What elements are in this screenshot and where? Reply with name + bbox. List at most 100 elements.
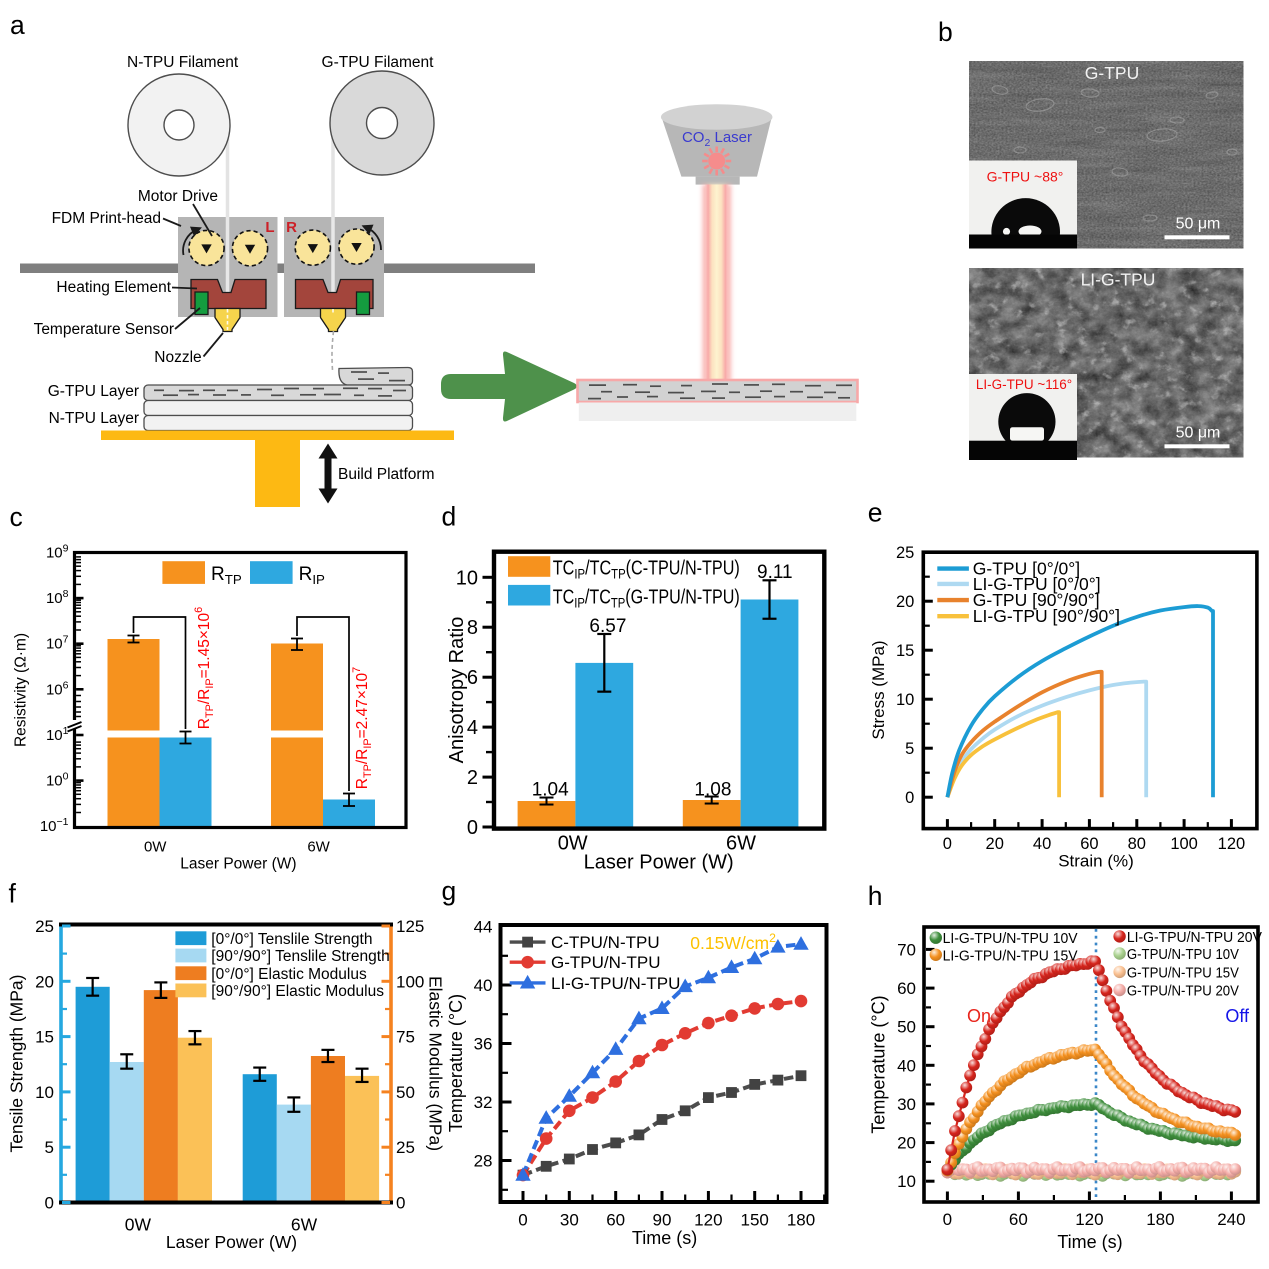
svg-text:10: 10 <box>896 691 914 709</box>
svg-text:N-TPU Filament: N-TPU Filament <box>127 54 239 71</box>
svg-text:Motor Drive: Motor Drive <box>138 188 218 205</box>
svg-text:Off: Off <box>1225 1006 1250 1026</box>
svg-text:60: 60 <box>897 979 916 998</box>
svg-text:G-TPU/N-TPU 20V: G-TPU/N-TPU 20V <box>1127 983 1239 1000</box>
svg-text:RTP: RTP <box>211 564 242 587</box>
svg-text:50: 50 <box>396 1083 415 1102</box>
svg-text:LI-G-TPU/N-TPU 10V: LI-G-TPU/N-TPU 10V <box>943 930 1078 947</box>
svg-text:Build Platform: Build Platform <box>338 466 434 483</box>
svg-text:e: e <box>868 498 883 528</box>
svg-text:N-TPU Layer: N-TPU Layer <box>49 410 139 427</box>
svg-text:C-TPU/N-TPU: C-TPU/N-TPU <box>551 933 660 952</box>
svg-text:10: 10 <box>456 567 478 589</box>
svg-text:6W: 6W <box>307 839 330 856</box>
svg-text:CO2 Laser: CO2 Laser <box>682 129 752 149</box>
svg-text:10: 10 <box>35 1083 54 1102</box>
svg-text:Strain (%): Strain (%) <box>1058 852 1134 871</box>
svg-text:240: 240 <box>1217 1210 1245 1229</box>
svg-text:Laser Power (W): Laser Power (W) <box>166 1232 297 1252</box>
svg-text:Nozzle: Nozzle <box>154 349 201 366</box>
svg-text:0: 0 <box>518 1211 527 1230</box>
svg-text:180: 180 <box>1146 1210 1174 1229</box>
svg-text:a: a <box>10 10 25 40</box>
svg-text:5: 5 <box>905 740 914 758</box>
svg-text:FDM Print-head: FDM Print-head <box>52 210 161 227</box>
svg-text:10: 10 <box>897 1172 916 1191</box>
svg-text:Laser Power (W): Laser Power (W) <box>180 856 296 873</box>
svg-text:20: 20 <box>35 972 54 991</box>
svg-text:Temperature (°C): Temperature (°C) <box>869 995 889 1133</box>
svg-text:b: b <box>938 17 953 47</box>
svg-text:h: h <box>868 881 883 911</box>
svg-text:0W: 0W <box>144 839 167 856</box>
svg-text:0: 0 <box>396 1194 405 1213</box>
svg-text:g: g <box>442 876 457 906</box>
svg-text:8: 8 <box>467 617 478 639</box>
svg-text:G-TPU/N-TPU 15V: G-TPU/N-TPU 15V <box>1127 964 1239 981</box>
svg-text:1.04: 1.04 <box>532 780 569 801</box>
svg-text:40: 40 <box>897 1056 916 1075</box>
svg-text:[0°/0°] Tenslile Strength: [0°/0°] Tenslile Strength <box>211 931 372 948</box>
svg-text:1.08: 1.08 <box>694 780 731 801</box>
svg-text:TCIP/TCTP(C-TPU/N-TPU): TCIP/TCTP(C-TPU/N-TPU) <box>553 558 740 582</box>
svg-text:LI-G-TPU [0°/0°]: LI-G-TPU [0°/0°] <box>973 574 1101 594</box>
svg-text:0: 0 <box>943 835 952 853</box>
svg-text:60: 60 <box>1009 1210 1028 1229</box>
svg-text:G-TPU Filament: G-TPU Filament <box>322 54 435 71</box>
svg-text:30: 30 <box>560 1211 579 1230</box>
svg-text:Elastic Modulus (MPa): Elastic Modulus (MPa) <box>426 976 446 1151</box>
svg-text:G-TPU Layer: G-TPU Layer <box>48 383 139 400</box>
svg-text:LI-G-TPU/N-TPU 20V: LI-G-TPU/N-TPU 20V <box>1127 929 1262 946</box>
svg-text:Temperature Sensor: Temperature Sensor <box>34 321 174 338</box>
svg-text:30: 30 <box>897 1095 916 1114</box>
svg-text:100: 100 <box>1170 835 1198 853</box>
svg-text:9.11: 9.11 <box>757 562 793 583</box>
svg-text:0.15W/cm2: 0.15W/cm2 <box>690 931 776 953</box>
svg-text:Temperature (°C): Temperature (°C) <box>446 994 466 1132</box>
svg-text:36: 36 <box>474 1035 493 1054</box>
svg-text:LI-G-TPU: LI-G-TPU <box>1081 270 1156 290</box>
svg-text:60: 60 <box>606 1211 625 1230</box>
svg-text:20: 20 <box>897 1134 916 1153</box>
svg-text:G-TPU [90°/90°]: G-TPU [90°/90°] <box>973 590 1100 610</box>
svg-text:[0°/0°] Elastic Modulus: [0°/0°] Elastic Modulus <box>211 966 367 983</box>
svg-text:f: f <box>9 879 17 909</box>
svg-text:70: 70 <box>897 940 916 959</box>
svg-text:28: 28 <box>474 1152 493 1171</box>
svg-text:20: 20 <box>986 835 1004 853</box>
svg-text:50 μm: 50 μm <box>1176 425 1221 442</box>
svg-text:G-TPU/N-TPU 10V: G-TPU/N-TPU 10V <box>1127 946 1239 963</box>
svg-text:6W: 6W <box>291 1215 318 1235</box>
svg-text:6.57: 6.57 <box>589 616 626 637</box>
svg-text:32: 32 <box>474 1093 493 1112</box>
svg-text:6: 6 <box>467 667 478 689</box>
svg-text:d: d <box>442 502 457 532</box>
svg-text:Heating Element: Heating Element <box>56 279 171 296</box>
svg-text:15: 15 <box>896 642 914 660</box>
svg-text:TCIP/TCTP(G-TPU/N-TPU): TCIP/TCTP(G-TPU/N-TPU) <box>553 586 740 610</box>
svg-text:0: 0 <box>943 1210 952 1229</box>
svg-text:Stress (MPa): Stress (MPa) <box>869 640 888 739</box>
svg-text:5: 5 <box>45 1138 54 1157</box>
svg-text:120: 120 <box>1218 835 1246 853</box>
svg-text:100: 100 <box>396 972 424 991</box>
svg-text:75: 75 <box>396 1028 415 1047</box>
svg-text:On: On <box>967 1006 991 1026</box>
svg-text:RTP/RIP=2.47×107: RTP/RIP=2.47×107 <box>351 667 374 789</box>
svg-text:c: c <box>10 502 23 532</box>
svg-text:90: 90 <box>653 1211 672 1230</box>
svg-text:40: 40 <box>1033 835 1051 853</box>
svg-text:[90°/90°] Tenslile Strength: [90°/90°] Tenslile Strength <box>211 948 389 965</box>
svg-text:G-TPU: G-TPU <box>1085 63 1139 83</box>
svg-text:50 μm: 50 μm <box>1176 216 1221 233</box>
svg-text:25: 25 <box>896 544 914 562</box>
svg-text:15: 15 <box>35 1028 54 1047</box>
svg-text:0W: 0W <box>125 1215 152 1235</box>
svg-text:80: 80 <box>1128 835 1146 853</box>
svg-text:0: 0 <box>45 1194 54 1213</box>
svg-text:180: 180 <box>787 1211 815 1230</box>
svg-text:Tensile Strength (MPa): Tensile Strength (MPa) <box>7 975 27 1153</box>
svg-text:LI-G-TPU ~116°: LI-G-TPU ~116° <box>976 377 1072 392</box>
svg-text:150: 150 <box>741 1211 769 1230</box>
svg-text:LI-G-TPU [90°/90°]: LI-G-TPU [90°/90°] <box>973 606 1120 626</box>
